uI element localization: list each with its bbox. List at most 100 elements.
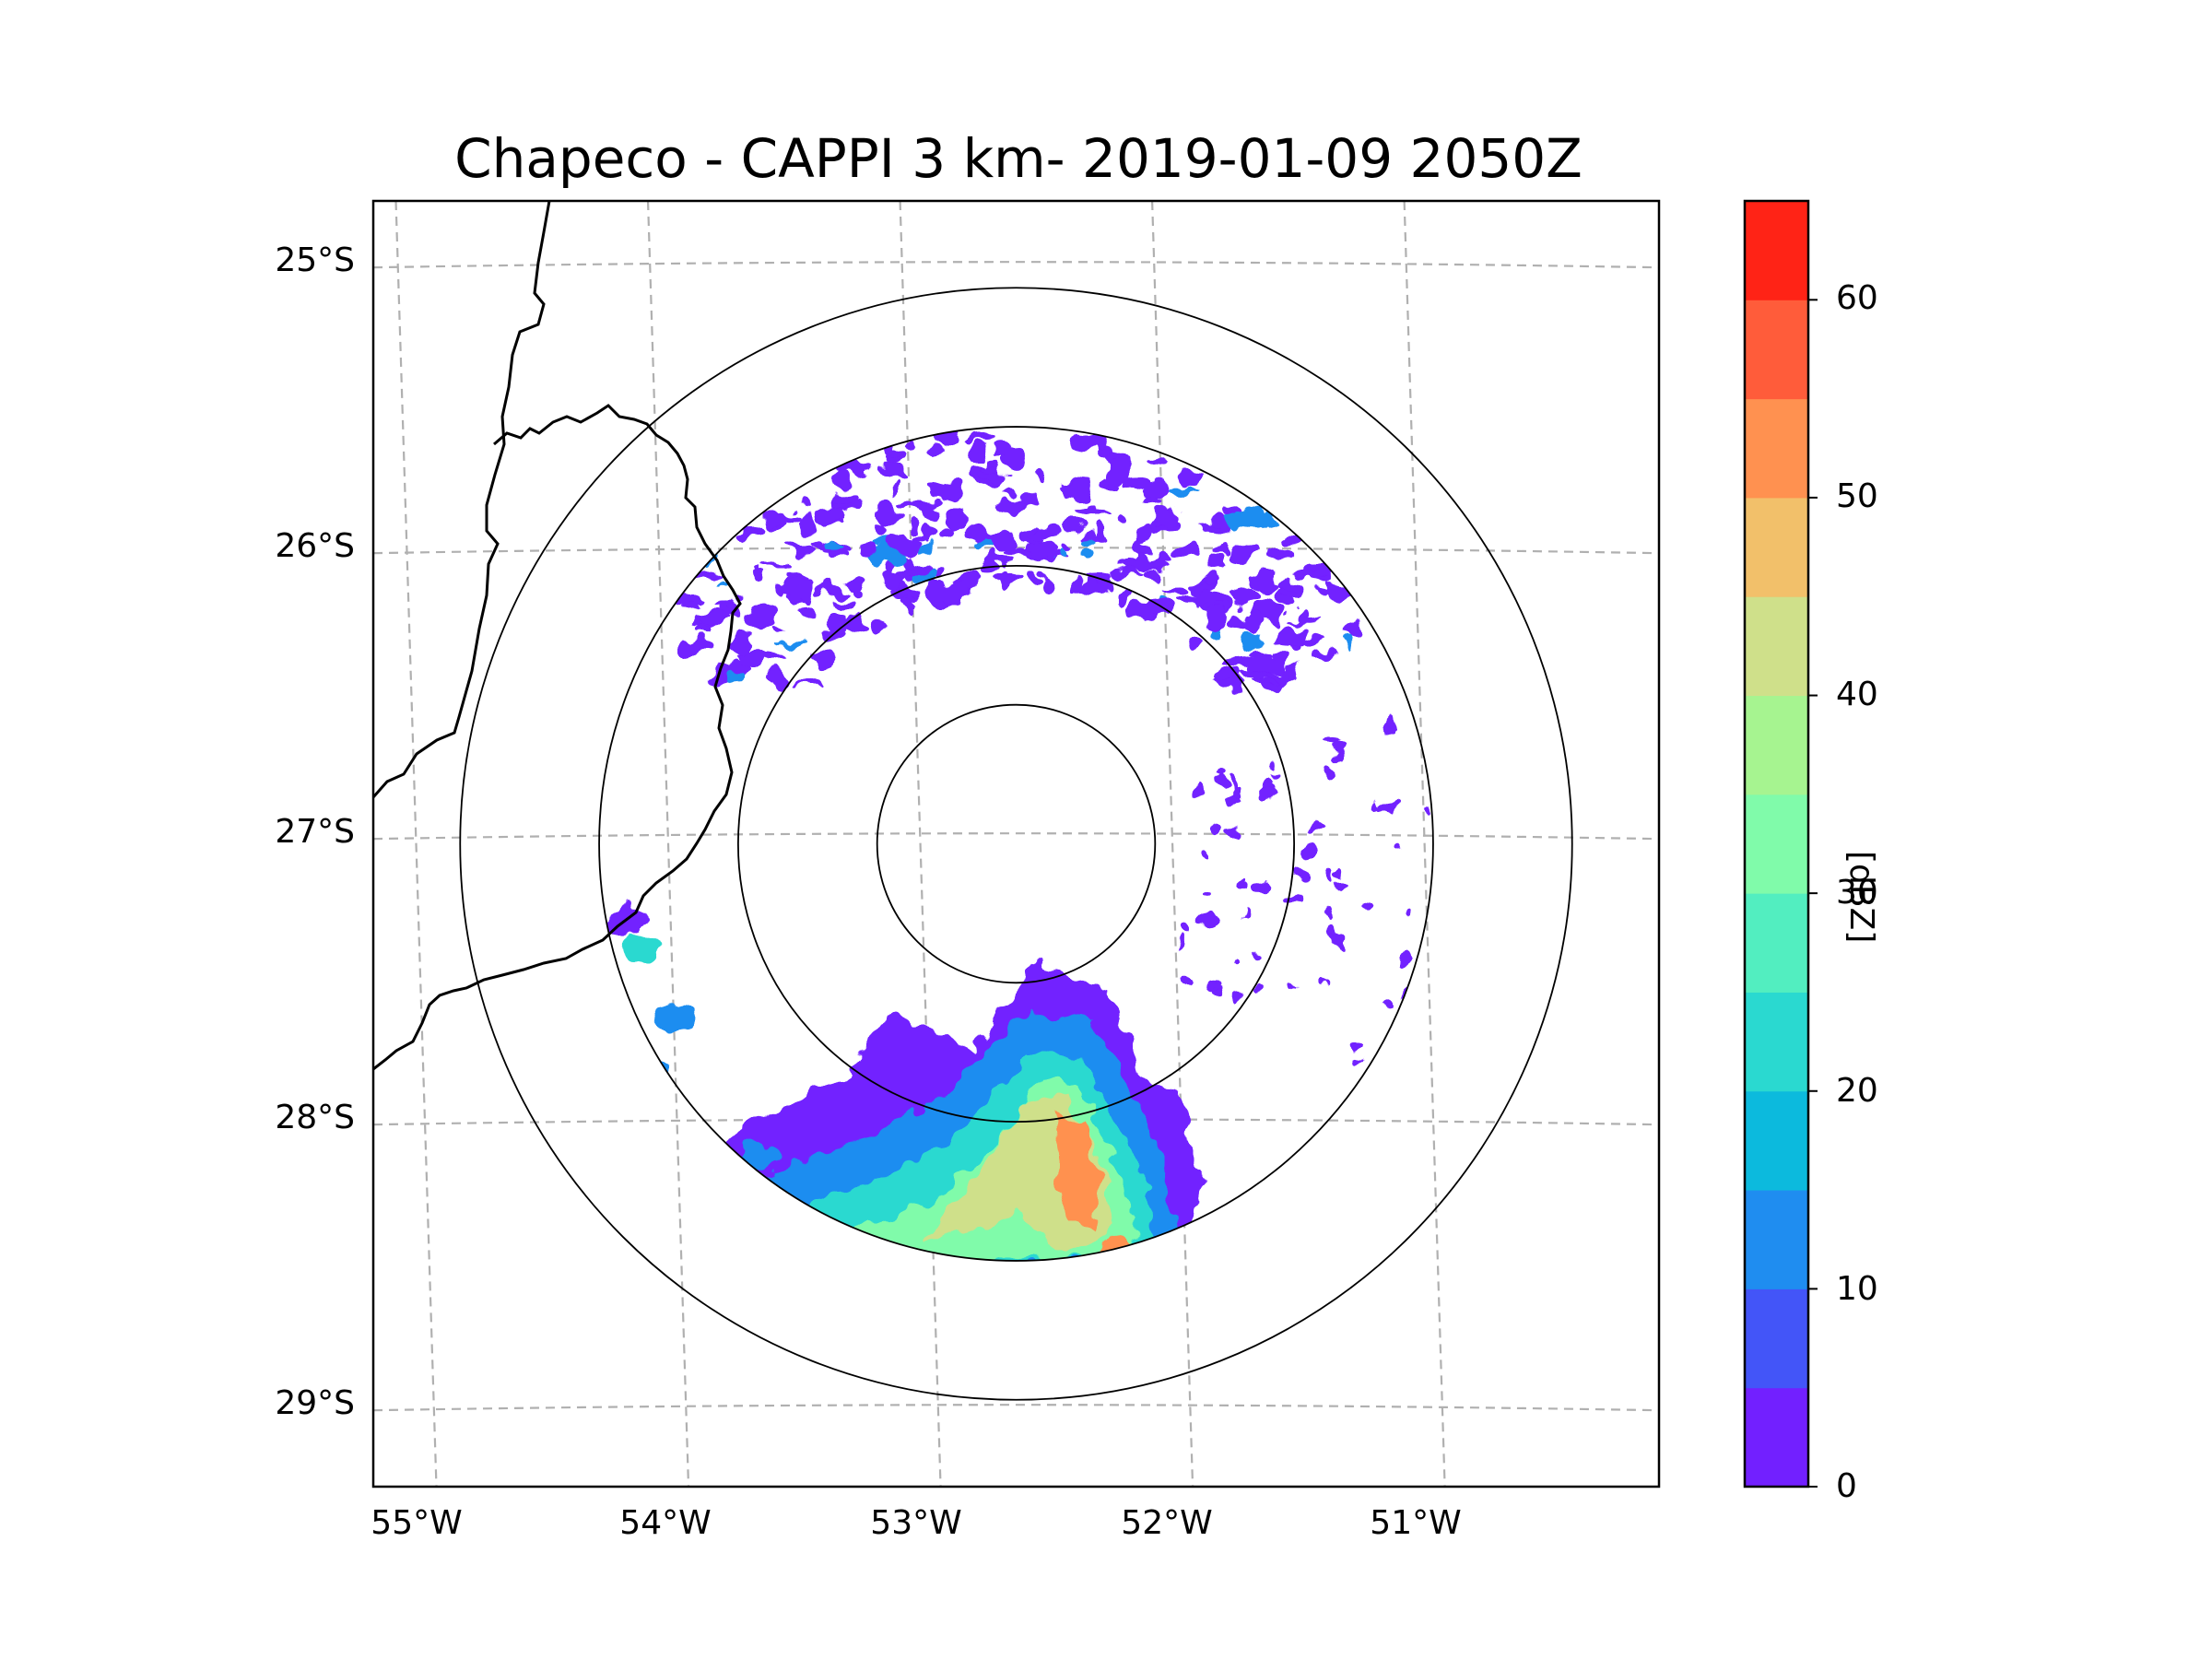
echo-cell <box>1138 570 1162 583</box>
echo-cell <box>1081 547 1096 559</box>
echo-cell <box>620 933 662 963</box>
echo-cell <box>939 580 967 601</box>
colorbar-segment <box>1745 1288 1808 1389</box>
echo-cell <box>1300 845 1314 860</box>
echo-cell <box>783 546 815 555</box>
meridian-line <box>646 201 690 1487</box>
echo-cell <box>728 631 753 653</box>
echo-cell <box>827 615 852 635</box>
echo-cell <box>1223 656 1254 666</box>
echo-cell <box>1033 465 1043 486</box>
echo-cell <box>1207 979 1218 993</box>
echo-cell <box>1003 486 1019 497</box>
echo-cell <box>763 652 782 663</box>
echo-cell <box>748 569 769 580</box>
echo-cell <box>1216 767 1230 774</box>
echo-cell <box>1395 950 1413 964</box>
meridian-line <box>394 201 438 1487</box>
borders <box>373 201 742 1071</box>
echo-cell <box>1142 454 1171 464</box>
echo-cell <box>809 541 827 548</box>
echo-cell <box>1394 841 1405 851</box>
echo-cell <box>1293 874 1311 886</box>
echo-cell <box>1236 629 1269 652</box>
colorbar-tick-60: 60 <box>1836 279 1878 317</box>
echo-cell <box>776 641 808 647</box>
echo-cell <box>1273 650 1289 666</box>
echo-cell <box>798 516 819 535</box>
colorbar-segment <box>1745 201 1808 300</box>
echo-cell <box>969 432 993 442</box>
echo-cell <box>760 510 780 525</box>
colorbar-tick-20: 20 <box>1836 1072 1878 1110</box>
lon-label-53w: 53°W <box>870 1504 962 1542</box>
echo-cell <box>1256 880 1274 895</box>
echo-cell <box>922 524 937 542</box>
echo-cell <box>887 535 918 554</box>
echo-cell <box>1253 949 1267 956</box>
echo-cell <box>698 612 730 626</box>
echo-cell <box>1322 981 1332 988</box>
echo-cell <box>1192 786 1202 799</box>
echo-cell <box>847 612 865 632</box>
reflectivity-field <box>607 427 1432 1261</box>
echo-cell <box>826 539 843 547</box>
echo-cell <box>1056 549 1069 559</box>
colorbar-ticks <box>1808 299 1818 1488</box>
echo-cell <box>1324 768 1335 781</box>
echo-cell <box>736 648 768 666</box>
echo-cell <box>1028 568 1041 585</box>
echo-cell <box>1281 664 1301 682</box>
echo-cell <box>774 624 784 631</box>
colorbar-segment <box>1745 794 1808 894</box>
echo-cell <box>1311 649 1335 661</box>
echo-cell <box>1347 634 1356 652</box>
echo-cell <box>1230 824 1239 837</box>
border-argentina-brazil <box>373 201 551 798</box>
echo-cell <box>962 572 981 594</box>
lat-label-25s: 25°S <box>275 241 355 279</box>
echo-cell <box>710 601 739 607</box>
echo-cell <box>1202 609 1229 632</box>
echo-cell <box>904 441 915 452</box>
echo-cell <box>1284 983 1296 990</box>
echo-cell <box>1142 477 1171 500</box>
echo-cell <box>1236 885 1252 896</box>
echo-cell <box>1345 619 1359 636</box>
echo-cell <box>812 649 838 668</box>
echo-cell <box>991 445 1010 454</box>
echo-cell <box>941 480 963 501</box>
echo-cell <box>1424 806 1432 817</box>
colorbar-segment <box>1745 300 1808 400</box>
echo-cell <box>928 444 945 459</box>
echo-cell <box>719 581 728 588</box>
lat-label-28s: 28°S <box>275 1099 355 1136</box>
echo-cell <box>852 585 863 604</box>
echo-cell <box>1247 657 1279 675</box>
echo-cell <box>1170 487 1201 495</box>
echo-cell <box>915 543 937 555</box>
echo-cell <box>786 571 801 578</box>
echo-cell <box>1332 751 1343 761</box>
graticule <box>373 201 1659 1487</box>
echo-cell <box>1312 587 1329 598</box>
echo-cell <box>1241 908 1248 920</box>
echo-cell <box>878 505 900 522</box>
range-ring <box>736 564 1296 1124</box>
echo-cell <box>1292 570 1321 576</box>
echo-cell <box>1230 584 1260 604</box>
parallel-line <box>373 261 1659 269</box>
echo-cell <box>1117 589 1129 604</box>
echo-cell <box>756 563 765 571</box>
echo-cell <box>1107 460 1133 480</box>
echo-cell <box>1135 539 1148 559</box>
echo-cell <box>1198 889 1211 896</box>
colorbar-frame <box>1743 199 1810 1488</box>
echo-cell <box>764 559 796 566</box>
lon-label-51w: 51°W <box>1370 1504 1462 1542</box>
echo-cell <box>1269 606 1283 629</box>
echo-cell <box>1248 677 1276 685</box>
echo-cell <box>1230 784 1244 798</box>
colorbar-segment <box>1745 893 1808 993</box>
echo-cell <box>1197 525 1216 532</box>
